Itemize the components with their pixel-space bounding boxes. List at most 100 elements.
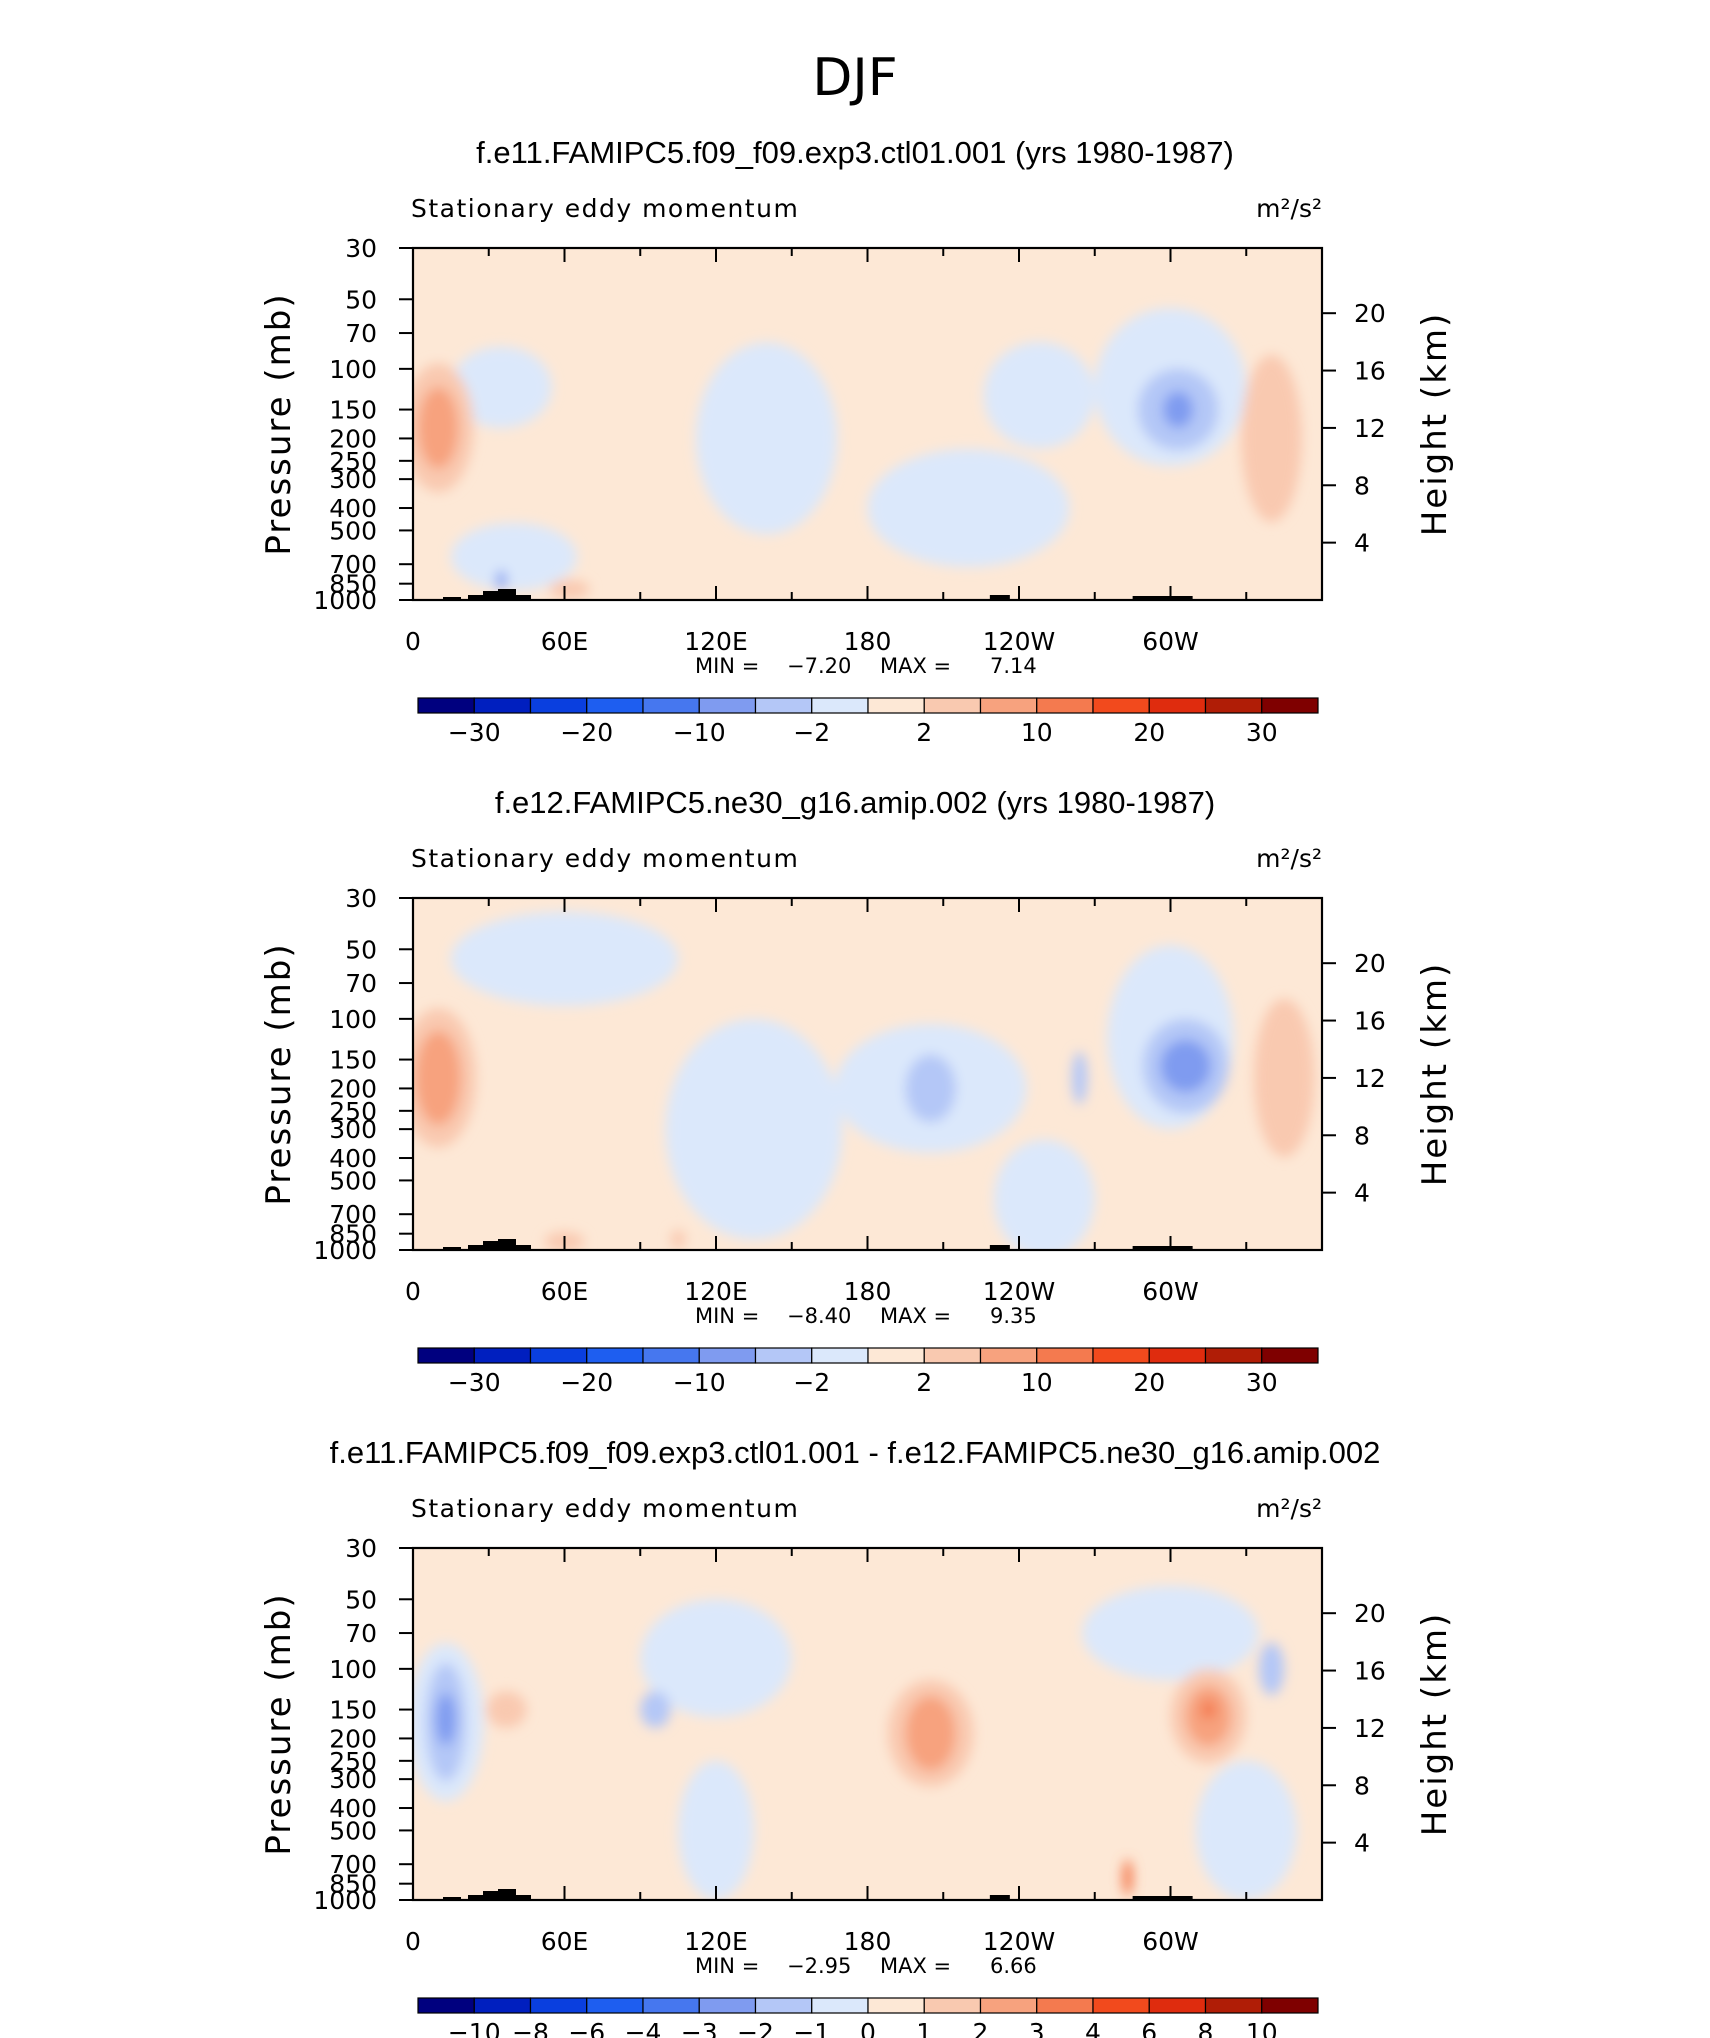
colorbar: −30 −20 −10 −2 2 10 20 30 [417, 697, 1319, 747]
panel-title: f.e11.FAMIPC5.f09_f09.exp3.ctl01.001 - f… [330, 1435, 1381, 1470]
colorbar-swatch [417, 1347, 475, 1364]
y-tick-label: 850 [329, 1220, 377, 1249]
y-tick-label: 50 [345, 935, 377, 964]
y-tick-label: 250 [329, 1097, 377, 1126]
topography-mask [513, 1895, 531, 1900]
colorbar-swatch [698, 1997, 757, 2014]
x-tick-label: 180 [844, 1277, 892, 1306]
y2-tick-label: 12 [1354, 1064, 1386, 1093]
contour-region [435, 1692, 456, 1746]
x-tick-label: 120E [684, 1927, 748, 1956]
topography-mask [1132, 1246, 1193, 1250]
y-tick-label: 850 [329, 1870, 377, 1899]
y2-tick-label: 16 [1354, 1007, 1386, 1036]
colorbar-label: −8 [512, 2018, 549, 2038]
colorbar-swatch [1036, 1997, 1094, 2014]
x-tick-label: 120W [983, 1927, 1055, 1956]
y-tick-label: 700 [329, 1850, 377, 1879]
colorbar-label: 20 [1133, 718, 1165, 747]
contour-region [1241, 354, 1302, 523]
colorbar-swatch [923, 1997, 982, 2014]
contour-region [1200, 1699, 1216, 1720]
contour-region [905, 1054, 956, 1123]
contour-region [1253, 998, 1315, 1158]
y2-axis-label: Height (km) [1415, 962, 1455, 1187]
colorbar-label: −1 [793, 2018, 830, 2038]
colorbar-swatch [1092, 697, 1150, 714]
panel-title: f.e11.FAMIPC5.f09_f09.exp3.ctl01.001 (yr… [476, 135, 1234, 170]
colorbar-swatch [1204, 1347, 1263, 1364]
y2-tick-label: 4 [1354, 1829, 1370, 1858]
contour-field [413, 1548, 1322, 1900]
contour-region [1195, 1760, 1297, 1900]
y-tick-label: 400 [329, 1144, 377, 1173]
colorbar-swatch [867, 1347, 925, 1364]
figure-title: DJF [812, 48, 897, 108]
colorbar-swatch [473, 1347, 532, 1364]
colorbar-label: −20 [560, 718, 613, 747]
colorbar-swatch [417, 1997, 475, 2014]
contour-region [450, 346, 552, 428]
topography-mask [468, 1245, 486, 1250]
y-tick-label: 200 [329, 1724, 377, 1753]
y-tick-label: 1000 [313, 1236, 377, 1265]
x-tick-label: 120W [983, 627, 1055, 656]
colorbar-swatch [1204, 697, 1263, 714]
max-label: MAX = [880, 1954, 951, 1978]
min-value: −7.20 [787, 654, 851, 678]
y-tick-label: 300 [329, 1765, 377, 1794]
colorbar-label: 2 [973, 2018, 989, 2038]
contour-region [1082, 1585, 1259, 1681]
x-tick-label: 60E [541, 1277, 589, 1306]
x-tick-label: 120W [983, 1277, 1055, 1306]
colorbar-swatch [1148, 1347, 1207, 1364]
colorbar-label: 4 [1085, 2018, 1101, 2038]
colorbar-label: 10 [1021, 718, 1053, 747]
y-tick-label: 300 [329, 1115, 377, 1144]
topography-mask [483, 1241, 501, 1250]
colorbar-swatch [811, 1997, 869, 2014]
topography-mask [443, 597, 461, 600]
colorbar-swatch [1261, 1997, 1319, 2014]
y-tick-label: 850 [329, 570, 377, 599]
contour-field [413, 248, 1322, 600]
topography-mask [498, 1239, 516, 1250]
units-label: m²/s² [1256, 1494, 1322, 1523]
max-value: 9.35 [990, 1304, 1037, 1328]
y2-tick-label: 20 [1354, 949, 1386, 978]
y-tick-label: 400 [329, 1794, 377, 1823]
colorbar-swatch [1148, 697, 1207, 714]
max-label: MAX = [880, 1304, 951, 1328]
colorbar-swatch [1261, 697, 1319, 714]
x-tick-label: 0 [405, 1277, 421, 1306]
colorbar-label: 1 [916, 2018, 932, 2038]
colorbar-swatch [923, 1347, 982, 1364]
colorbar: −10 −8 −6 −4 −3 −2 −1 0 1 2 3 4 6 8 10 [417, 1997, 1319, 2038]
y-tick-label: 50 [345, 1585, 377, 1614]
min-label: MIN = [695, 1304, 759, 1328]
topography-mask [989, 595, 1010, 600]
colorbar-label: −6 [568, 2018, 605, 2038]
colorbar-swatch [1092, 1347, 1150, 1364]
y-tick-label: 30 [345, 234, 377, 263]
y-tick-label: 100 [329, 1005, 377, 1034]
panels-group: f.e11.FAMIPC5.f09_f09.exp3.ctl01.001 (yr… [259, 135, 1455, 2038]
contour-region [640, 1691, 671, 1728]
colorbar-label: −3 [681, 2018, 718, 2038]
topography-mask [989, 1895, 1010, 1900]
min-label: MIN = [695, 654, 759, 678]
panel-1: f.e11.FAMIPC5.f09_f09.exp3.ctl01.001 (yr… [259, 135, 1455, 747]
colorbar-label: 30 [1246, 718, 1278, 747]
contour-region [640, 1599, 792, 1718]
units-label: m²/s² [1256, 194, 1322, 223]
colorbar-label: −10 [673, 718, 726, 747]
colorbar-swatch [642, 1347, 700, 1364]
colorbar-swatch [642, 697, 700, 714]
min-label: MIN = [695, 1954, 759, 1978]
y-tick-label: 500 [329, 516, 377, 545]
contour-region [496, 570, 507, 590]
contour-region [665, 1018, 843, 1240]
variable-label: Stationary eddy momentum [411, 194, 799, 223]
y-tick-label: 30 [345, 1534, 377, 1563]
variable-label: Stationary eddy momentum [411, 1494, 799, 1523]
